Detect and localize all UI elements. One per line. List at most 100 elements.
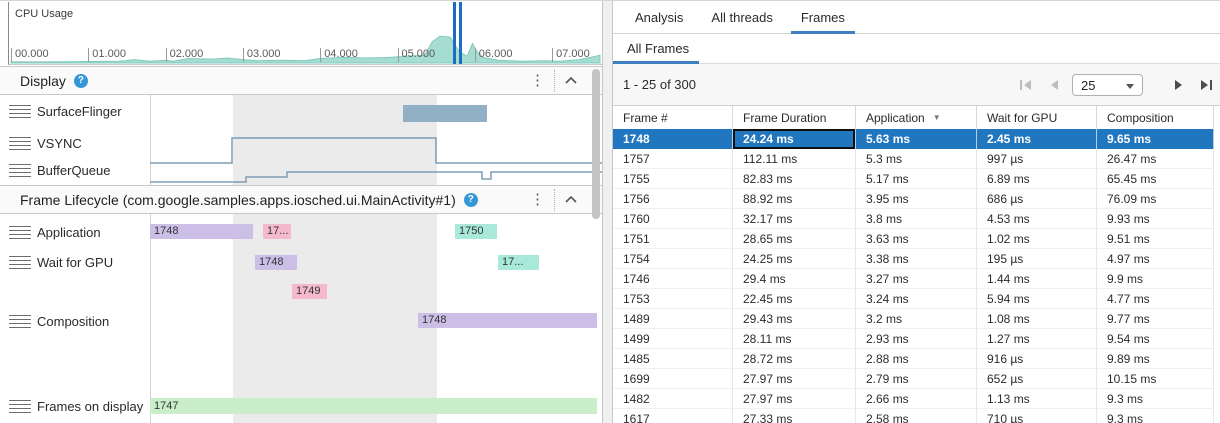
table-cell[interactable]: 9.51 ms <box>1097 229 1214 249</box>
table-cell[interactable]: 1.44 ms <box>977 269 1097 289</box>
table-cell[interactable]: 88.92 ms <box>733 189 856 209</box>
drag-handle-icon[interactable] <box>9 400 31 413</box>
table-cell[interactable]: 3.27 ms <box>856 269 977 289</box>
surfaceflinger-event-bar[interactable] <box>403 105 487 122</box>
column-header-frame-duration[interactable]: Frame Duration <box>733 106 856 129</box>
table-cell[interactable]: 10.15 ms <box>1097 369 1214 389</box>
table-cell[interactable]: 4.77 ms <box>1097 289 1214 309</box>
table-cell[interactable]: 24.24 ms <box>733 129 856 149</box>
table-cell[interactable]: 3.2 ms <box>856 309 977 329</box>
cpu-usage-chart[interactable]: CPU Usage 00.000 01.000 02.000 03.000 04.000… <box>8 2 602 65</box>
drag-handle-icon[interactable] <box>9 256 31 269</box>
table-row[interactable]: 1753 22.45 ms 3.24 ms 5.94 ms 4.77 ms <box>613 289 1220 309</box>
table-row[interactable]: 1755 82.83 ms 5.17 ms 6.89 ms 65.45 ms <box>613 169 1220 189</box>
table-cell[interactable]: 710 µs <box>977 409 1097 423</box>
table-cell[interactable]: 3.8 ms <box>856 209 977 229</box>
table-cell[interactable]: 9.3 ms <box>1097 409 1214 423</box>
table-cell[interactable]: 4.97 ms <box>1097 249 1214 269</box>
table-row[interactable]: 1760 32.17 ms 3.8 ms 4.53 ms 9.93 ms <box>613 209 1220 229</box>
table-cell[interactable]: 195 µs <box>977 249 1097 269</box>
frame-bar[interactable]: 1748 <box>150 224 253 239</box>
table-cell[interactable]: 28.72 ms <box>733 349 856 369</box>
table-cell[interactable]: 1756 <box>613 189 733 209</box>
drag-handle-icon[interactable] <box>9 105 31 118</box>
last-page-button[interactable] <box>1198 77 1214 93</box>
table-cell[interactable]: 1760 <box>613 209 733 229</box>
drag-handle-icon[interactable] <box>9 164 31 177</box>
table-cell[interactable]: 112.11 ms <box>733 149 856 169</box>
table-cell[interactable]: 1482 <box>613 389 733 409</box>
table-cell[interactable]: 27.33 ms <box>733 409 856 423</box>
table-cell[interactable]: 76.09 ms <box>1097 189 1214 209</box>
display-section-header[interactable]: Display ? ⋮ <box>0 66 602 95</box>
table-cell[interactable]: 9.89 ms <box>1097 349 1214 369</box>
table-row[interactable]: 1485 28.72 ms 2.88 ms 916 µs 9.89 ms <box>613 349 1220 369</box>
table-cell[interactable]: 1499 <box>613 329 733 349</box>
table-row[interactable]: 1746 29.4 ms 3.27 ms 1.44 ms 9.9 ms <box>613 269 1220 289</box>
table-cell[interactable]: 652 µs <box>977 369 1097 389</box>
table-cell[interactable]: 1617 <box>613 409 733 423</box>
table-cell[interactable]: 9.93 ms <box>1097 209 1214 229</box>
drag-handle-icon[interactable] <box>9 137 31 150</box>
lifecycle-section-header[interactable]: Frame Lifecycle (com.google.samples.apps… <box>0 185 602 214</box>
table-cell[interactable]: 28.11 ms <box>733 329 856 349</box>
table-cell[interactable]: 2.66 ms <box>856 389 977 409</box>
table-cell[interactable]: 1746 <box>613 269 733 289</box>
table-cell[interactable]: 2.88 ms <box>856 349 977 369</box>
table-cell[interactable]: 686 µs <box>977 189 1097 209</box>
table-cell[interactable]: 9.3 ms <box>1097 389 1214 409</box>
table-cell[interactable]: 9.9 ms <box>1097 269 1214 289</box>
table-cell[interactable]: 2.58 ms <box>856 409 977 423</box>
table-row[interactable]: 1757 112.11 ms 5.3 ms 997 µs 26.47 ms <box>613 149 1220 169</box>
table-cell[interactable]: 1489 <box>613 309 733 329</box>
table-cell[interactable]: 1754 <box>613 249 733 269</box>
table-cell[interactable]: 1.08 ms <box>977 309 1097 329</box>
more-options-icon[interactable]: ⋮ <box>530 71 545 89</box>
tab-analysis[interactable]: Analysis <box>635 9 684 25</box>
tab-frames[interactable]: Frames <box>787 1 859 34</box>
table-cell[interactable]: 1757 <box>613 149 733 169</box>
table-cell[interactable]: 29.43 ms <box>733 309 856 329</box>
column-header-wait-for-gpu[interactable]: Wait for GPU <box>977 106 1097 129</box>
table-cell[interactable]: 29.4 ms <box>733 269 856 289</box>
table-cell[interactable]: 32.17 ms <box>733 209 856 229</box>
frame-bar[interactable]: 17... <box>498 255 539 270</box>
help-icon[interactable]: ? <box>73 73 88 88</box>
table-cell[interactable]: 1485 <box>613 349 733 369</box>
table-cell[interactable]: 1699 <box>613 369 733 389</box>
table-cell[interactable]: 3.24 ms <box>856 289 977 309</box>
table-cell[interactable]: 916 µs <box>977 349 1097 369</box>
previous-page-button[interactable] <box>1047 77 1063 93</box>
more-options-icon[interactable]: ⋮ <box>530 190 545 208</box>
table-cell[interactable]: 24.25 ms <box>733 249 856 269</box>
table-cell[interactable]: 28.65 ms <box>733 229 856 249</box>
panel-splitter[interactable] <box>602 1 613 423</box>
frame-bar[interactable]: 1747 <box>150 398 597 414</box>
drag-handle-icon[interactable] <box>9 315 31 328</box>
table-cell[interactable]: 2.93 ms <box>856 329 977 349</box>
table-cell[interactable]: 3.95 ms <box>856 189 977 209</box>
table-cell[interactable]: 1753 <box>613 289 733 309</box>
table-row[interactable]: 1482 27.97 ms 2.66 ms 1.13 ms 9.3 ms <box>613 389 1220 409</box>
table-row[interactable]: 1699 27.97 ms 2.79 ms 652 µs 10.15 ms <box>613 369 1220 389</box>
table-cell[interactable]: 9.77 ms <box>1097 309 1214 329</box>
table-cell[interactable]: 5.3 ms <box>856 149 977 169</box>
table-cell[interactable]: 26.47 ms <box>1097 149 1214 169</box>
frame-bar[interactable]: 1748 <box>418 313 597 328</box>
tab-all-threads[interactable]: All threads <box>711 9 773 25</box>
frame-bar[interactable]: 17... <box>263 224 291 239</box>
help-icon[interactable]: ? <box>463 192 478 207</box>
vertical-scrollbar[interactable] <box>592 69 600 219</box>
table-cell[interactable]: 27.97 ms <box>733 369 856 389</box>
table-cell[interactable]: 1755 <box>613 169 733 189</box>
table-cell[interactable]: 2.45 ms <box>977 129 1097 149</box>
first-page-button[interactable] <box>1018 77 1034 93</box>
table-cell[interactable]: 2.79 ms <box>856 369 977 389</box>
table-row[interactable]: 1751 28.65 ms 3.63 ms 1.02 ms 9.51 ms <box>613 229 1220 249</box>
table-row[interactable]: 1489 29.43 ms 3.2 ms 1.08 ms 9.77 ms <box>613 309 1220 329</box>
table-row[interactable]: 1617 27.33 ms 2.58 ms 710 µs 9.3 ms <box>613 409 1220 423</box>
table-cell[interactable]: 27.97 ms <box>733 389 856 409</box>
table-cell[interactable]: 65.45 ms <box>1097 169 1214 189</box>
table-cell[interactable]: 1.27 ms <box>977 329 1097 349</box>
page-size-select[interactable]: 25 <box>1072 74 1143 96</box>
